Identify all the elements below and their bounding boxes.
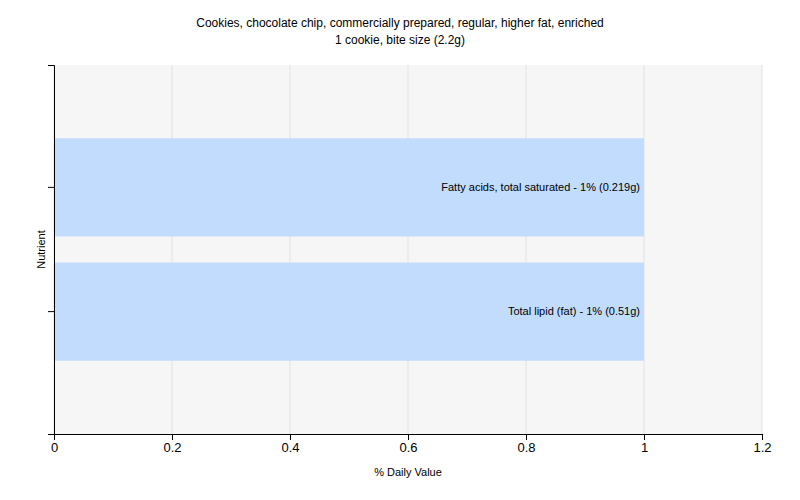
data-label: Total lipid (fat) - 1% (0.51g)	[508, 305, 640, 317]
y-tick	[48, 187, 54, 188]
grid-line	[172, 65, 173, 434]
x-tick: 1	[641, 434, 648, 455]
x-tick-label: 0.8	[517, 440, 535, 455]
x-tick: 0.8	[517, 434, 535, 455]
title: Cookies, chocolate chip, commercially pr…	[196, 16, 604, 30]
x-axis-title: % Daily Value	[374, 466, 442, 478]
x-axis: 0 0.2 0.4 0.6 0.8 1 1.2	[51, 434, 772, 455]
grid-line	[762, 65, 763, 434]
x-tick-label: 0.2	[163, 440, 181, 455]
x-tick: 0.6	[399, 434, 417, 455]
x-tick-label: 1.2	[753, 440, 771, 455]
x-tick-mark	[408, 434, 409, 440]
grid-line	[408, 65, 409, 434]
x-tick-mark	[762, 434, 763, 440]
data-label: Fatty acids, total saturated - 1% (0.219…	[441, 181, 640, 193]
y-tick-mark	[48, 187, 54, 188]
plot-background	[54, 65, 762, 434]
x-tick-mark	[290, 434, 291, 440]
y-axis-title: Nutrient	[35, 230, 47, 269]
y-tick-mark	[48, 311, 54, 312]
y-tick	[48, 311, 54, 312]
y-axis	[48, 66, 55, 435]
bars	[54, 138, 644, 360]
x-axis-line	[55, 435, 763, 441]
subtitle: 1 cookie, bite size (2.2g)	[335, 33, 465, 47]
x-tick: 1.2	[753, 434, 771, 455]
data-labels: Fatty acids, total saturated - 1% (0.219…	[441, 181, 640, 317]
y-axis-line	[48, 66, 55, 435]
x-tick: 0	[51, 434, 58, 455]
x-tick-label: 0	[51, 440, 58, 455]
x-tick-mark	[526, 434, 527, 440]
grid-line	[644, 65, 645, 434]
x-tick-label: 0.6	[399, 440, 417, 455]
grid-line	[526, 65, 527, 434]
grid	[54, 65, 762, 434]
bar	[54, 263, 644, 361]
x-tick-mark	[172, 434, 173, 440]
x-tick: 0.4	[281, 434, 299, 455]
x-tick-label: 1	[641, 440, 648, 455]
x-tick-label: 0.4	[281, 440, 299, 455]
grid-line	[290, 65, 291, 434]
x-tick-mark	[644, 434, 645, 440]
bar	[54, 138, 644, 236]
x-tick: 0.2	[163, 434, 181, 455]
